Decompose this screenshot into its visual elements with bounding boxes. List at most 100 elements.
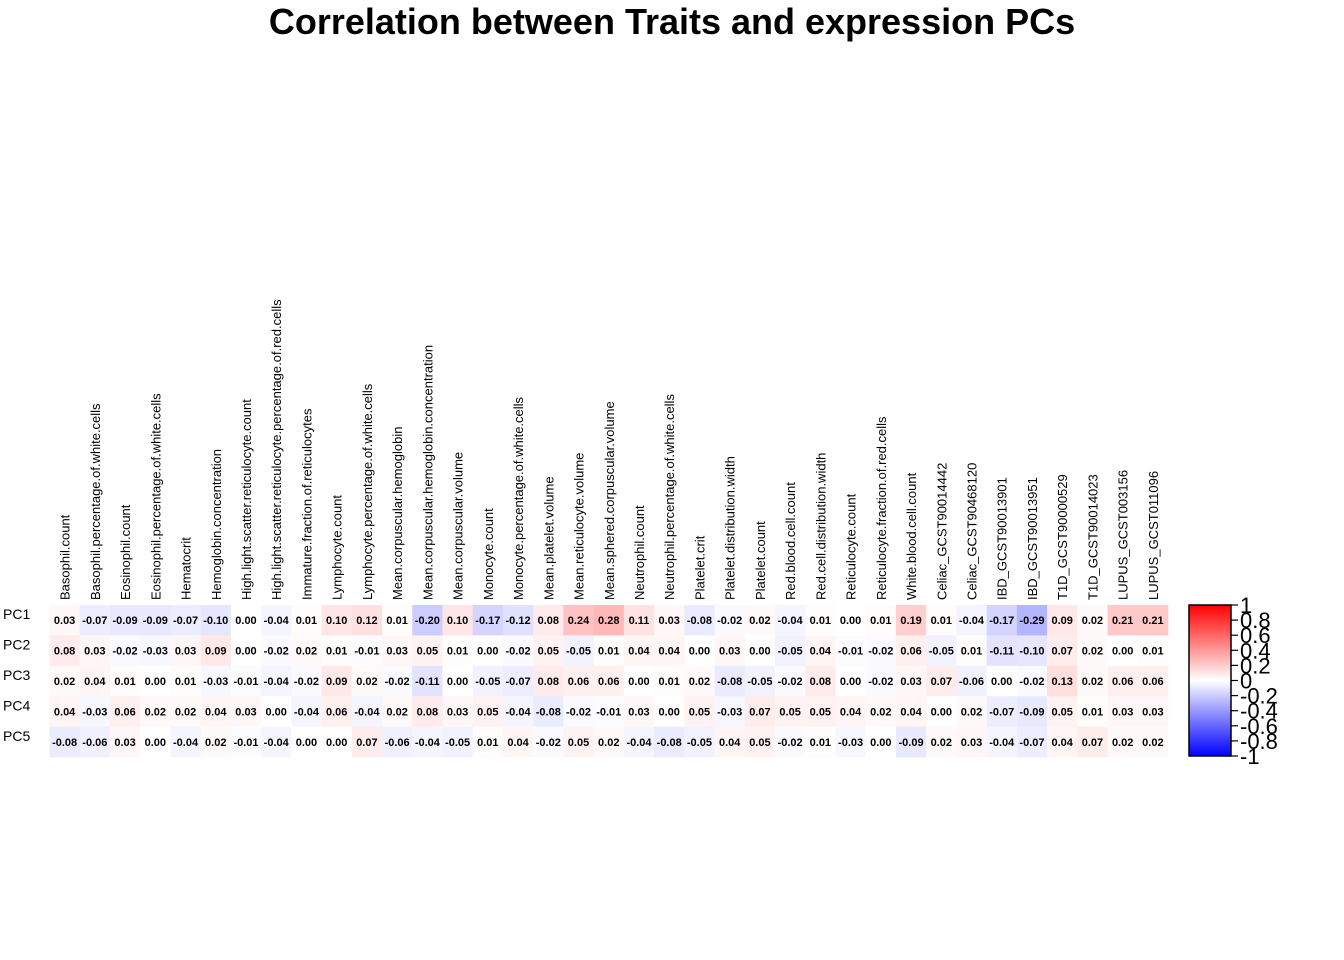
cell-value-label: 0.00 xyxy=(840,615,861,627)
cell-value-label: 0.05 xyxy=(538,646,559,658)
heatmap-cell xyxy=(895,605,927,636)
heatmap-cell xyxy=(109,635,141,667)
heatmap-cell xyxy=(986,635,1018,667)
cell-value-label: -0.17 xyxy=(475,615,500,627)
chart-title: Correlation between Traits and expressio… xyxy=(268,1,1076,42)
heatmap-cell xyxy=(775,665,806,697)
heatmap-cells: 0.03 -0.07 -0.09 -0.09 -0.07 -0.10 0.00 -0.04 0.… xyxy=(49,605,1169,758)
color-legend-bar xyxy=(1188,604,1232,757)
cell-value-label: -0.09 xyxy=(1019,706,1044,718)
cell-value-label: 0.01 xyxy=(658,676,679,688)
cell-value-label: 0.13 xyxy=(1051,676,1072,688)
heatmap-cell xyxy=(412,696,443,727)
heatmap-cell xyxy=(805,665,836,697)
heatmap-cell xyxy=(956,605,987,636)
heatmap-cell xyxy=(835,726,866,758)
heatmap-cell xyxy=(1016,665,1048,697)
cell-value-label: 0.01 xyxy=(1142,646,1163,658)
cell-value-label: 0.04 xyxy=(507,737,529,749)
cell-value-label: -0.05 xyxy=(566,646,591,658)
heatmap-cell xyxy=(109,696,141,727)
cell-value-label: 0.02 xyxy=(145,706,166,718)
heatmap-cell xyxy=(49,696,81,727)
heatmap-cell xyxy=(623,635,655,667)
heatmap-cell xyxy=(502,696,534,727)
cell-value-label: 0.02 xyxy=(1082,646,1103,658)
heatmap-cell xyxy=(895,696,927,727)
legend-tick-label: 1 xyxy=(1240,593,1252,618)
cell-value-label: -0.17 xyxy=(989,615,1014,627)
cell-value-label: 0.06 xyxy=(114,706,135,718)
cell-value-label: -0.04 xyxy=(264,737,290,749)
heatmap-cell xyxy=(502,665,534,697)
cell-value-label: 0.07 xyxy=(356,737,377,749)
heatmap-cell xyxy=(744,726,776,758)
heatmap-cell xyxy=(895,726,927,758)
cell-value-label: 0.03 xyxy=(719,646,740,658)
cell-value-label: 0.11 xyxy=(629,615,650,627)
cell-value-label: -0.08 xyxy=(687,615,712,627)
cell-value-label: 0.03 xyxy=(235,706,256,718)
cell-value-label: 0.01 xyxy=(175,676,196,688)
heatmap-cell xyxy=(1107,726,1139,758)
heatmap-cell xyxy=(654,726,685,758)
legend-tick-label: -0.2 xyxy=(1240,684,1278,709)
cell-value-label: -0.02 xyxy=(868,646,893,658)
heatmap-cell xyxy=(986,605,1018,636)
heatmap-cell xyxy=(321,605,353,636)
cell-value-label: 0.02 xyxy=(296,646,317,658)
cell-value-label: 0.00 xyxy=(840,676,861,688)
heatmap-cell xyxy=(79,696,111,727)
heatmap-cell xyxy=(291,726,322,758)
column-label: Reticulocyte.fraction.of.red.cells xyxy=(874,416,889,600)
heatmap-cell xyxy=(1137,726,1169,758)
column-label: High.light.scatter.reticulocyte.percenta… xyxy=(269,299,284,600)
cell-value-label: -0.10 xyxy=(1019,646,1044,658)
cell-value-label: 0.03 xyxy=(1112,706,1133,718)
row-label: PC1 xyxy=(3,606,30,622)
legend-tick-label: 0.6 xyxy=(1240,623,1271,648)
cell-value-label: 0.19 xyxy=(900,615,921,627)
cell-value-label: -0.01 xyxy=(838,646,863,658)
heatmap-cell xyxy=(472,726,504,758)
heatmap-cell xyxy=(865,635,897,667)
cell-value-label: 0.03 xyxy=(628,706,649,718)
column-label: Eosinophil.count xyxy=(118,504,133,600)
heatmap-cell xyxy=(654,605,685,636)
cell-value-label: 0.01 xyxy=(598,646,619,658)
heatmap-cell xyxy=(472,696,504,727)
heatmap-cell xyxy=(49,665,81,697)
heatmap-cell xyxy=(200,696,232,727)
heatmap-cell xyxy=(684,635,715,667)
row-label: PC5 xyxy=(3,728,30,744)
heatmap-cell xyxy=(291,696,322,727)
cell-value-label: 0.05 xyxy=(477,706,498,718)
column-label: Mean.platelet.volume xyxy=(541,476,556,600)
cell-value-label: -0.01 xyxy=(233,737,258,749)
cell-value-label: 0.02 xyxy=(1142,737,1163,749)
cell-value-label: 0.04 xyxy=(719,737,741,749)
cell-value-label: -0.02 xyxy=(264,646,289,658)
cell-value-label: 0.03 xyxy=(900,676,921,688)
cell-value-label: 0.05 xyxy=(749,737,770,749)
cell-value-label: 0.06 xyxy=(1142,676,1163,688)
cell-value-label: 0.02 xyxy=(386,706,407,718)
heatmap-cell xyxy=(261,635,292,667)
legend-tick-label: 0 xyxy=(1240,669,1252,694)
cell-value-label: 0.03 xyxy=(54,615,75,627)
column-label: High.light.scatter.reticulocyte.count xyxy=(239,399,254,600)
heatmap-cell xyxy=(926,665,957,697)
heatmap-cell xyxy=(1077,665,1108,697)
heatmap-cell xyxy=(775,605,806,636)
cell-value-label: -0.02 xyxy=(294,676,319,688)
heatmap-cell xyxy=(261,665,292,697)
heatmap-cell xyxy=(442,726,474,758)
cell-value-label: 0.00 xyxy=(235,646,256,658)
column-label: Basophil.count xyxy=(58,514,73,600)
heatmap-cell xyxy=(775,635,806,667)
cell-value-label: 0.07 xyxy=(1082,737,1103,749)
cell-value-label: 0.05 xyxy=(568,737,589,749)
heatmap-cell xyxy=(1016,605,1048,636)
cell-value-label: 0.03 xyxy=(84,646,105,658)
heatmap-cell xyxy=(684,605,715,636)
